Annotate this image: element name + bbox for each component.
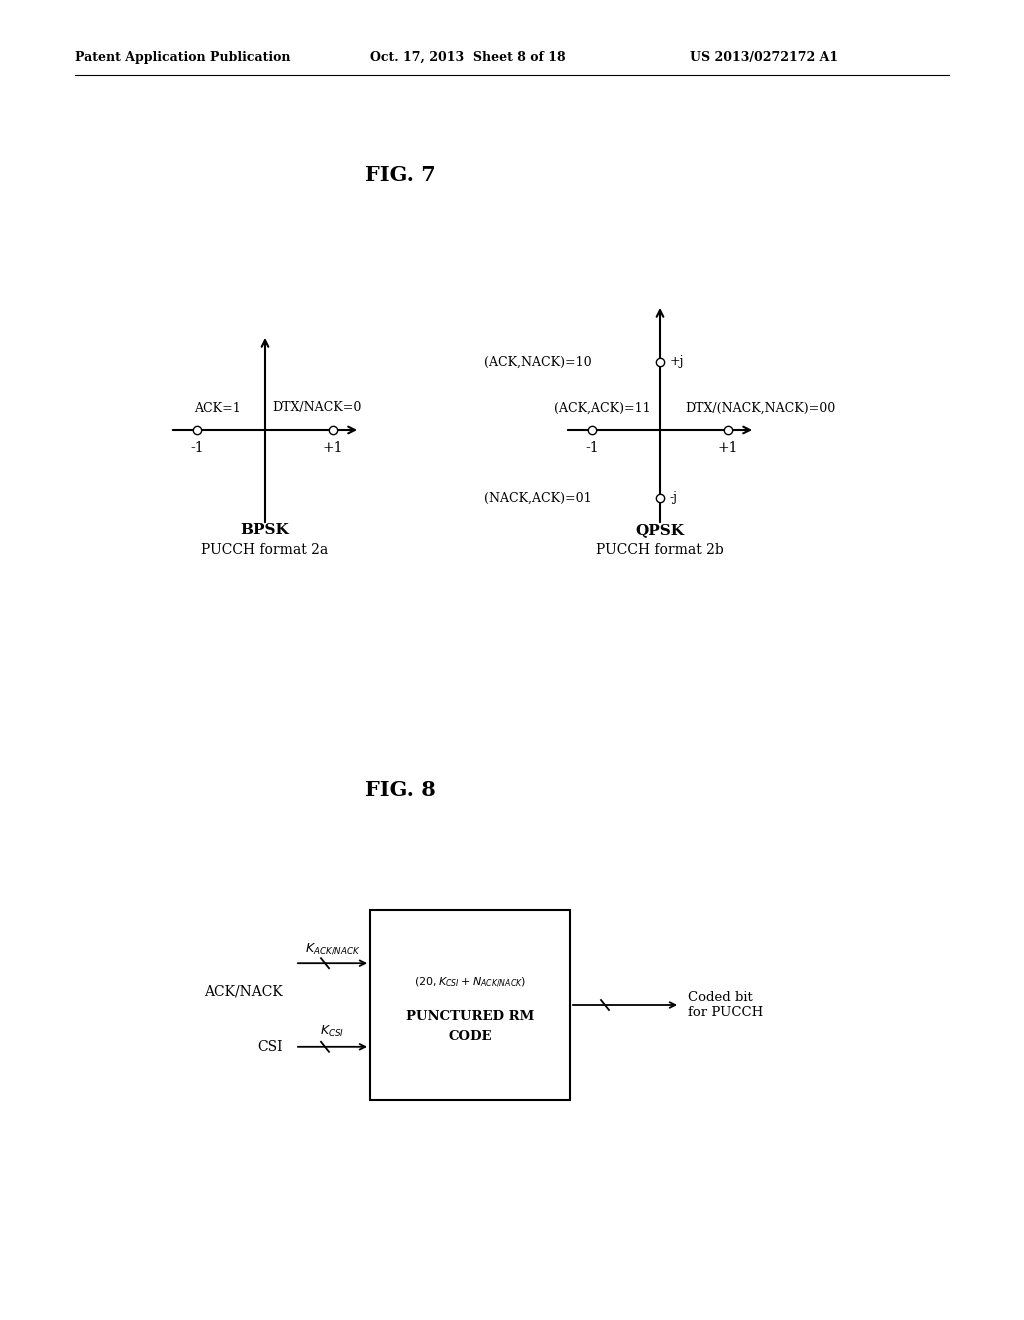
Text: PUCCH format 2b: PUCCH format 2b	[596, 543, 724, 557]
Text: ACK=1: ACK=1	[194, 401, 241, 414]
Text: CSI: CSI	[257, 1040, 283, 1053]
Text: -j: -j	[670, 491, 678, 504]
Text: US 2013/0272172 A1: US 2013/0272172 A1	[690, 50, 838, 63]
Text: $K_{ACK/NACK}$: $K_{ACK/NACK}$	[304, 941, 360, 956]
Text: QPSK: QPSK	[636, 523, 684, 537]
Text: DTX/NACK=0: DTX/NACK=0	[272, 401, 361, 414]
Text: -1: -1	[585, 441, 599, 455]
Text: $K_{CSI}$: $K_{CSI}$	[321, 1024, 345, 1039]
Text: -1: -1	[190, 441, 204, 455]
Text: FIG. 8: FIG. 8	[365, 780, 435, 800]
Text: FIG. 7: FIG. 7	[365, 165, 435, 185]
Text: PUNCTURED RM: PUNCTURED RM	[406, 1011, 535, 1023]
Text: (ACK,NACK)=10: (ACK,NACK)=10	[484, 355, 592, 368]
Text: Oct. 17, 2013  Sheet 8 of 18: Oct. 17, 2013 Sheet 8 of 18	[370, 50, 565, 63]
Text: ACK/NACK: ACK/NACK	[204, 985, 283, 998]
Text: DTX/(NACK,NACK)=00: DTX/(NACK,NACK)=00	[685, 401, 836, 414]
Text: BPSK: BPSK	[241, 523, 290, 537]
Text: (ACK,ACK)=11: (ACK,ACK)=11	[554, 401, 650, 414]
Text: CODE: CODE	[449, 1031, 492, 1044]
Text: Coded bit
for PUCCH: Coded bit for PUCCH	[688, 991, 763, 1019]
Text: Patent Application Publication: Patent Application Publication	[75, 50, 291, 63]
Bar	[370, 909, 570, 1100]
Text: +1: +1	[323, 441, 343, 455]
Text: +j: +j	[670, 355, 684, 368]
Text: PUCCH format 2a: PUCCH format 2a	[202, 543, 329, 557]
Text: +1: +1	[718, 441, 738, 455]
Text: $(20,K_{CSI}+N_{ACK/NACK})$: $(20,K_{CSI}+N_{ACK/NACK})$	[414, 975, 526, 990]
Text: (NACK,ACK)=01: (NACK,ACK)=01	[484, 491, 592, 504]
